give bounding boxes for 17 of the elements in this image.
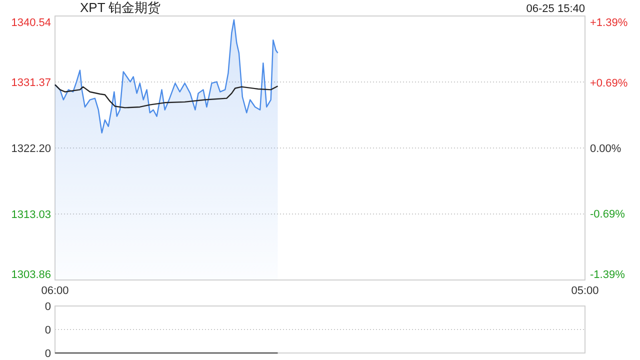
- y2-tick-label: 0.00%: [590, 143, 622, 155]
- y-tick-label: 1322.20: [11, 143, 51, 155]
- x-tick-label: 05:00: [571, 285, 599, 297]
- x-tick-label: 06:00: [41, 285, 69, 297]
- y-tick-label: 1313.03: [11, 209, 51, 221]
- y-tick-label: 0: [44, 324, 51, 336]
- y-tick-label: 1303.86: [11, 269, 51, 281]
- text: 06-25 15:40: [526, 3, 585, 15]
- y-tick-label: 1340.54: [11, 17, 51, 29]
- y-tick-label: 0: [44, 348, 51, 360]
- y2-tick-label: +0.69%: [590, 77, 628, 90]
- y-tick-label: 0: [44, 301, 51, 313]
- chart-title: XPT 铂金期货: [80, 0, 161, 15]
- y2-tick-label: +1.39%: [590, 17, 628, 29]
- y2-tick-label: -0.69%: [590, 208, 626, 221]
- y-tick-label: 1331.37: [11, 77, 51, 89]
- y2-tick-label: -1.39%: [590, 269, 626, 281]
